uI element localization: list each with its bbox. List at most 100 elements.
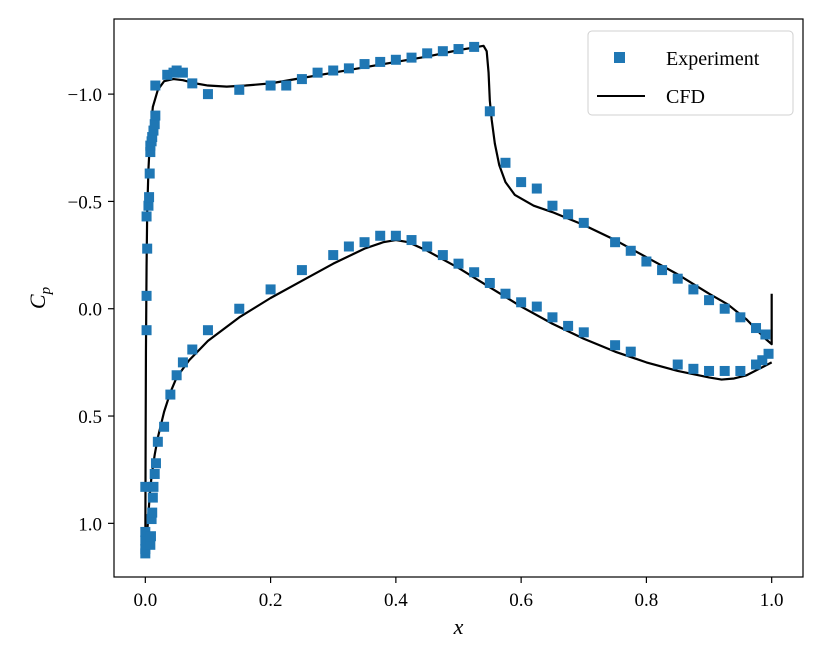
experiment-point	[146, 514, 157, 525]
y-axis: −1.0 −0.5 0.0 0.5 1.0	[68, 85, 114, 535]
experiment-point	[641, 256, 652, 267]
experiment-point	[265, 80, 276, 91]
experiment-point	[148, 125, 159, 136]
experiment-point	[578, 327, 589, 338]
experiment-point	[422, 241, 433, 252]
experiment-point	[265, 284, 276, 295]
experiment-point	[150, 458, 161, 469]
experiment-point	[312, 67, 323, 78]
experiment-point	[145, 539, 156, 550]
y-axis-label-sub: p	[38, 286, 54, 295]
experiment-point	[234, 303, 245, 314]
experiment-point	[144, 168, 155, 179]
experiment-point	[328, 250, 339, 261]
experiment-point	[165, 389, 176, 400]
x-tick-label: 1.0	[760, 590, 784, 611]
experiment-point	[704, 295, 715, 306]
experiment-point	[500, 288, 511, 299]
y-tick-label: 0.0	[78, 300, 102, 321]
experiment-point	[422, 48, 433, 59]
experiment-point	[688, 284, 699, 295]
experiment-point	[406, 52, 417, 63]
x-tick-label: 0.8	[635, 590, 659, 611]
y-axis-label-main: C	[25, 294, 50, 309]
experiment-point	[328, 65, 339, 76]
experiment-point	[150, 110, 161, 121]
experiment-point	[390, 230, 401, 241]
experiment-point	[453, 258, 464, 269]
experiment-point	[516, 297, 527, 308]
experiment-point	[757, 355, 768, 366]
experiment-point	[437, 46, 448, 57]
experiment-series	[140, 41, 774, 559]
experiment-point	[500, 157, 511, 168]
experiment-point	[202, 325, 213, 336]
legend-experiment-marker	[614, 52, 625, 63]
x-axis: 0.0 0.2 0.4 0.6 0.8 1.0	[133, 577, 784, 611]
cfd-line-upper	[144, 44, 773, 552]
experiment-point	[375, 56, 386, 67]
experiment-point	[359, 237, 370, 248]
experiment-point	[147, 132, 158, 143]
experiment-point	[672, 359, 683, 370]
experiment-point	[150, 80, 161, 91]
experiment-point	[563, 209, 574, 220]
experiment-point	[177, 67, 188, 78]
experiment-point	[171, 65, 182, 76]
cfd-line-lower	[144, 238, 773, 552]
legend-cfd-label: CFD	[666, 86, 705, 108]
y-tick-label: 1.0	[78, 514, 102, 535]
x-tick-label: 0.0	[133, 590, 157, 611]
experiment-point	[610, 340, 621, 351]
experiment-point	[672, 273, 683, 284]
experiment-point	[177, 357, 188, 368]
experiment-point	[484, 277, 495, 288]
y-axis-label: Cp	[25, 286, 54, 309]
experiment-point	[296, 265, 307, 276]
experiment-point	[406, 235, 417, 246]
experiment-point	[187, 344, 198, 355]
x-tick-label: 0.2	[259, 590, 283, 611]
experiment-point	[657, 265, 668, 276]
experiment-point	[735, 365, 746, 376]
experiment-point	[149, 468, 160, 479]
experiment-point	[144, 192, 155, 203]
experiment-point	[375, 230, 386, 241]
experiment-point	[171, 370, 182, 381]
experiment-point	[469, 41, 480, 52]
experiment-point	[390, 54, 401, 65]
experiment-point	[140, 535, 151, 546]
x-tick-label: 0.6	[509, 590, 533, 611]
experiment-point	[469, 267, 480, 278]
experiment-point	[140, 481, 151, 492]
experiment-point	[484, 106, 495, 117]
experiment-point	[625, 346, 636, 357]
experiment-point	[516, 177, 527, 188]
experiment-point	[159, 421, 170, 432]
experiment-point	[187, 78, 198, 89]
legend-experiment-label: Experiment	[666, 48, 760, 70]
legend: Experiment CFD	[587, 30, 794, 116]
experiment-point	[145, 147, 156, 158]
experiment-point	[531, 301, 542, 312]
experiment-point	[343, 63, 354, 74]
experiment-point	[148, 481, 159, 492]
experiment-point	[140, 526, 151, 537]
y-tick-label: −0.5	[68, 192, 102, 213]
y-tick-label: 0.5	[78, 407, 102, 428]
experiment-point	[152, 436, 163, 447]
experiment-point	[149, 119, 160, 130]
experiment-point	[141, 325, 152, 336]
y-tick-label: −1.0	[68, 85, 102, 106]
experiment-point	[610, 237, 621, 248]
cfd-series	[144, 44, 773, 552]
experiment-point	[563, 320, 574, 331]
experiment-point	[140, 544, 151, 555]
experiment-point	[531, 183, 542, 194]
experiment-point	[143, 200, 154, 211]
experiment-point	[735, 312, 746, 323]
experiment-point	[578, 217, 589, 228]
experiment-point	[147, 492, 158, 503]
experiment-point	[162, 69, 173, 80]
